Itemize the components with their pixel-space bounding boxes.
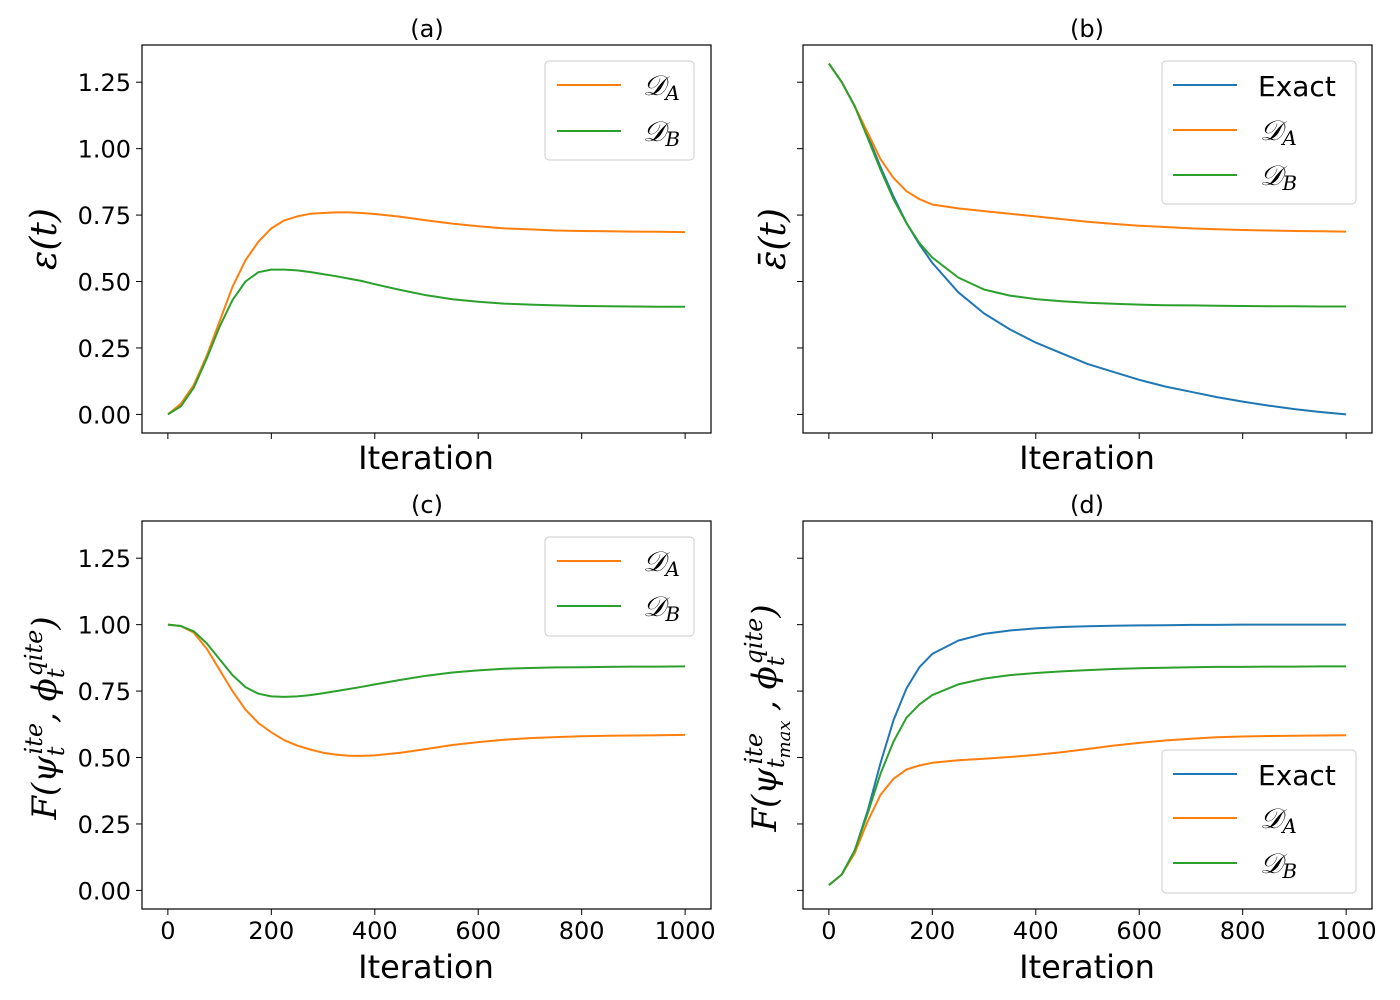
legend: 𝒟A 𝒟B bbox=[544, 60, 695, 161]
y-tick-label: 0.25 bbox=[78, 335, 131, 363]
series-line-d-a bbox=[167, 211, 686, 416]
plot-frame bbox=[802, 44, 1373, 434]
x-tick-label: 200 bbox=[909, 917, 955, 945]
x-tick-label: 600 bbox=[455, 917, 501, 945]
y-tick-label: 0.50 bbox=[78, 745, 131, 773]
x-tick-label: 0 bbox=[160, 917, 175, 945]
y-tick-label: 0.00 bbox=[78, 877, 131, 905]
ticks-layer: 0 200 400 600 800 1000 0.00 0.25 0.50 0.75 1.00 1.2… bbox=[78, 545, 716, 945]
legend-box bbox=[1161, 60, 1357, 205]
y-tick-label: 1.25 bbox=[78, 69, 131, 97]
x-tick-label: 800 bbox=[559, 917, 605, 945]
series-line-d-a bbox=[828, 734, 1347, 886]
series-line-exact bbox=[828, 623, 1347, 886]
y-tick-label: 1.00 bbox=[78, 136, 131, 164]
y-tick-label: 0.75 bbox=[78, 202, 131, 230]
x-axis-label: Iteration bbox=[358, 439, 494, 477]
legend-label-exact: Exact bbox=[1258, 759, 1336, 792]
x-axis-label: Iteration bbox=[1019, 948, 1155, 986]
plot-frame bbox=[141, 44, 712, 434]
plot-frame bbox=[802, 520, 1373, 910]
ticks-layer: 0.00 0.25 0.50 0.75 1.00 1.25 bbox=[78, 69, 686, 439]
panel-c: (c) 0 200 400 600 800 1000 0.00 0.25 0.50 0.75 1.0… bbox=[20, 491, 716, 986]
x-axis-label: Iteration bbox=[1019, 439, 1155, 477]
panel-title: (b) bbox=[1070, 15, 1104, 43]
x-tick-label: 0 bbox=[821, 917, 836, 945]
series-layer bbox=[828, 63, 1347, 416]
y-tick-label: 1.25 bbox=[78, 545, 131, 573]
panel-title: (d) bbox=[1070, 491, 1104, 519]
legend-label-d-b: 𝒟B bbox=[643, 590, 680, 626]
series-line-exact bbox=[828, 63, 1347, 416]
y-axis-label: ε̄(t) bbox=[753, 208, 794, 270]
y-tick-label: 0.00 bbox=[78, 401, 131, 429]
legend-label-exact: Exact bbox=[1258, 70, 1336, 103]
y-axis-label: F(ψtite, ϕtqite) bbox=[20, 616, 70, 820]
x-tick-label: 1000 bbox=[655, 917, 716, 945]
x-tick-label: 1000 bbox=[1316, 917, 1377, 945]
x-tick-label: 400 bbox=[1013, 917, 1059, 945]
ticks-layer bbox=[797, 81, 1347, 439]
series-line-d-b bbox=[167, 623, 686, 698]
series-layer bbox=[828, 623, 1347, 886]
x-tick-label: 800 bbox=[1220, 917, 1266, 945]
x-tick-label: 600 bbox=[1116, 917, 1162, 945]
panel-a: (a) 0.00 0.25 0.50 0.75 1.00 1.25 Iteration ε… bbox=[24, 15, 712, 477]
y-tick-label: 0.50 bbox=[78, 269, 131, 297]
series-layer bbox=[167, 623, 686, 757]
x-tick-label: 400 bbox=[352, 917, 398, 945]
x-tick-label: 200 bbox=[248, 917, 294, 945]
panel-d: (d) 0 200 400 600 800 1000 Iteration F(ψtmaxi… bbox=[740, 491, 1377, 986]
legend-box bbox=[1161, 749, 1357, 894]
legend: 𝒟A 𝒟B bbox=[544, 536, 695, 637]
plot-frame bbox=[141, 520, 712, 910]
y-tick-label: 1.00 bbox=[78, 612, 131, 640]
x-axis-label: Iteration bbox=[358, 948, 494, 986]
legend: Exact 𝒟A 𝒟B bbox=[1161, 749, 1357, 894]
panel-title: (a) bbox=[410, 15, 443, 43]
legend-label-d-a: 𝒟A bbox=[1260, 802, 1297, 838]
series-line-d-a bbox=[828, 63, 1347, 233]
legend: Exact 𝒟A 𝒟B bbox=[1161, 60, 1357, 205]
series-line-d-b bbox=[828, 665, 1347, 886]
y-tick-label: 0.25 bbox=[78, 811, 131, 839]
series-line-d-a bbox=[167, 623, 686, 757]
series-layer bbox=[167, 211, 686, 416]
panel-title: (c) bbox=[411, 491, 443, 519]
panel-b: (b) Iteration ε̄(t) Exact 𝒟A 𝒟B bbox=[753, 15, 1373, 477]
ticks-layer: 0 200 400 600 800 1000 bbox=[797, 557, 1377, 945]
series-line-d-b bbox=[828, 63, 1347, 308]
y-axis-label: ε(t) bbox=[24, 208, 65, 270]
series-line-d-b bbox=[167, 268, 686, 416]
y-axis-label: F(ψtmaxite, ϕtqite) bbox=[740, 604, 795, 832]
y-tick-label: 0.75 bbox=[78, 678, 131, 706]
